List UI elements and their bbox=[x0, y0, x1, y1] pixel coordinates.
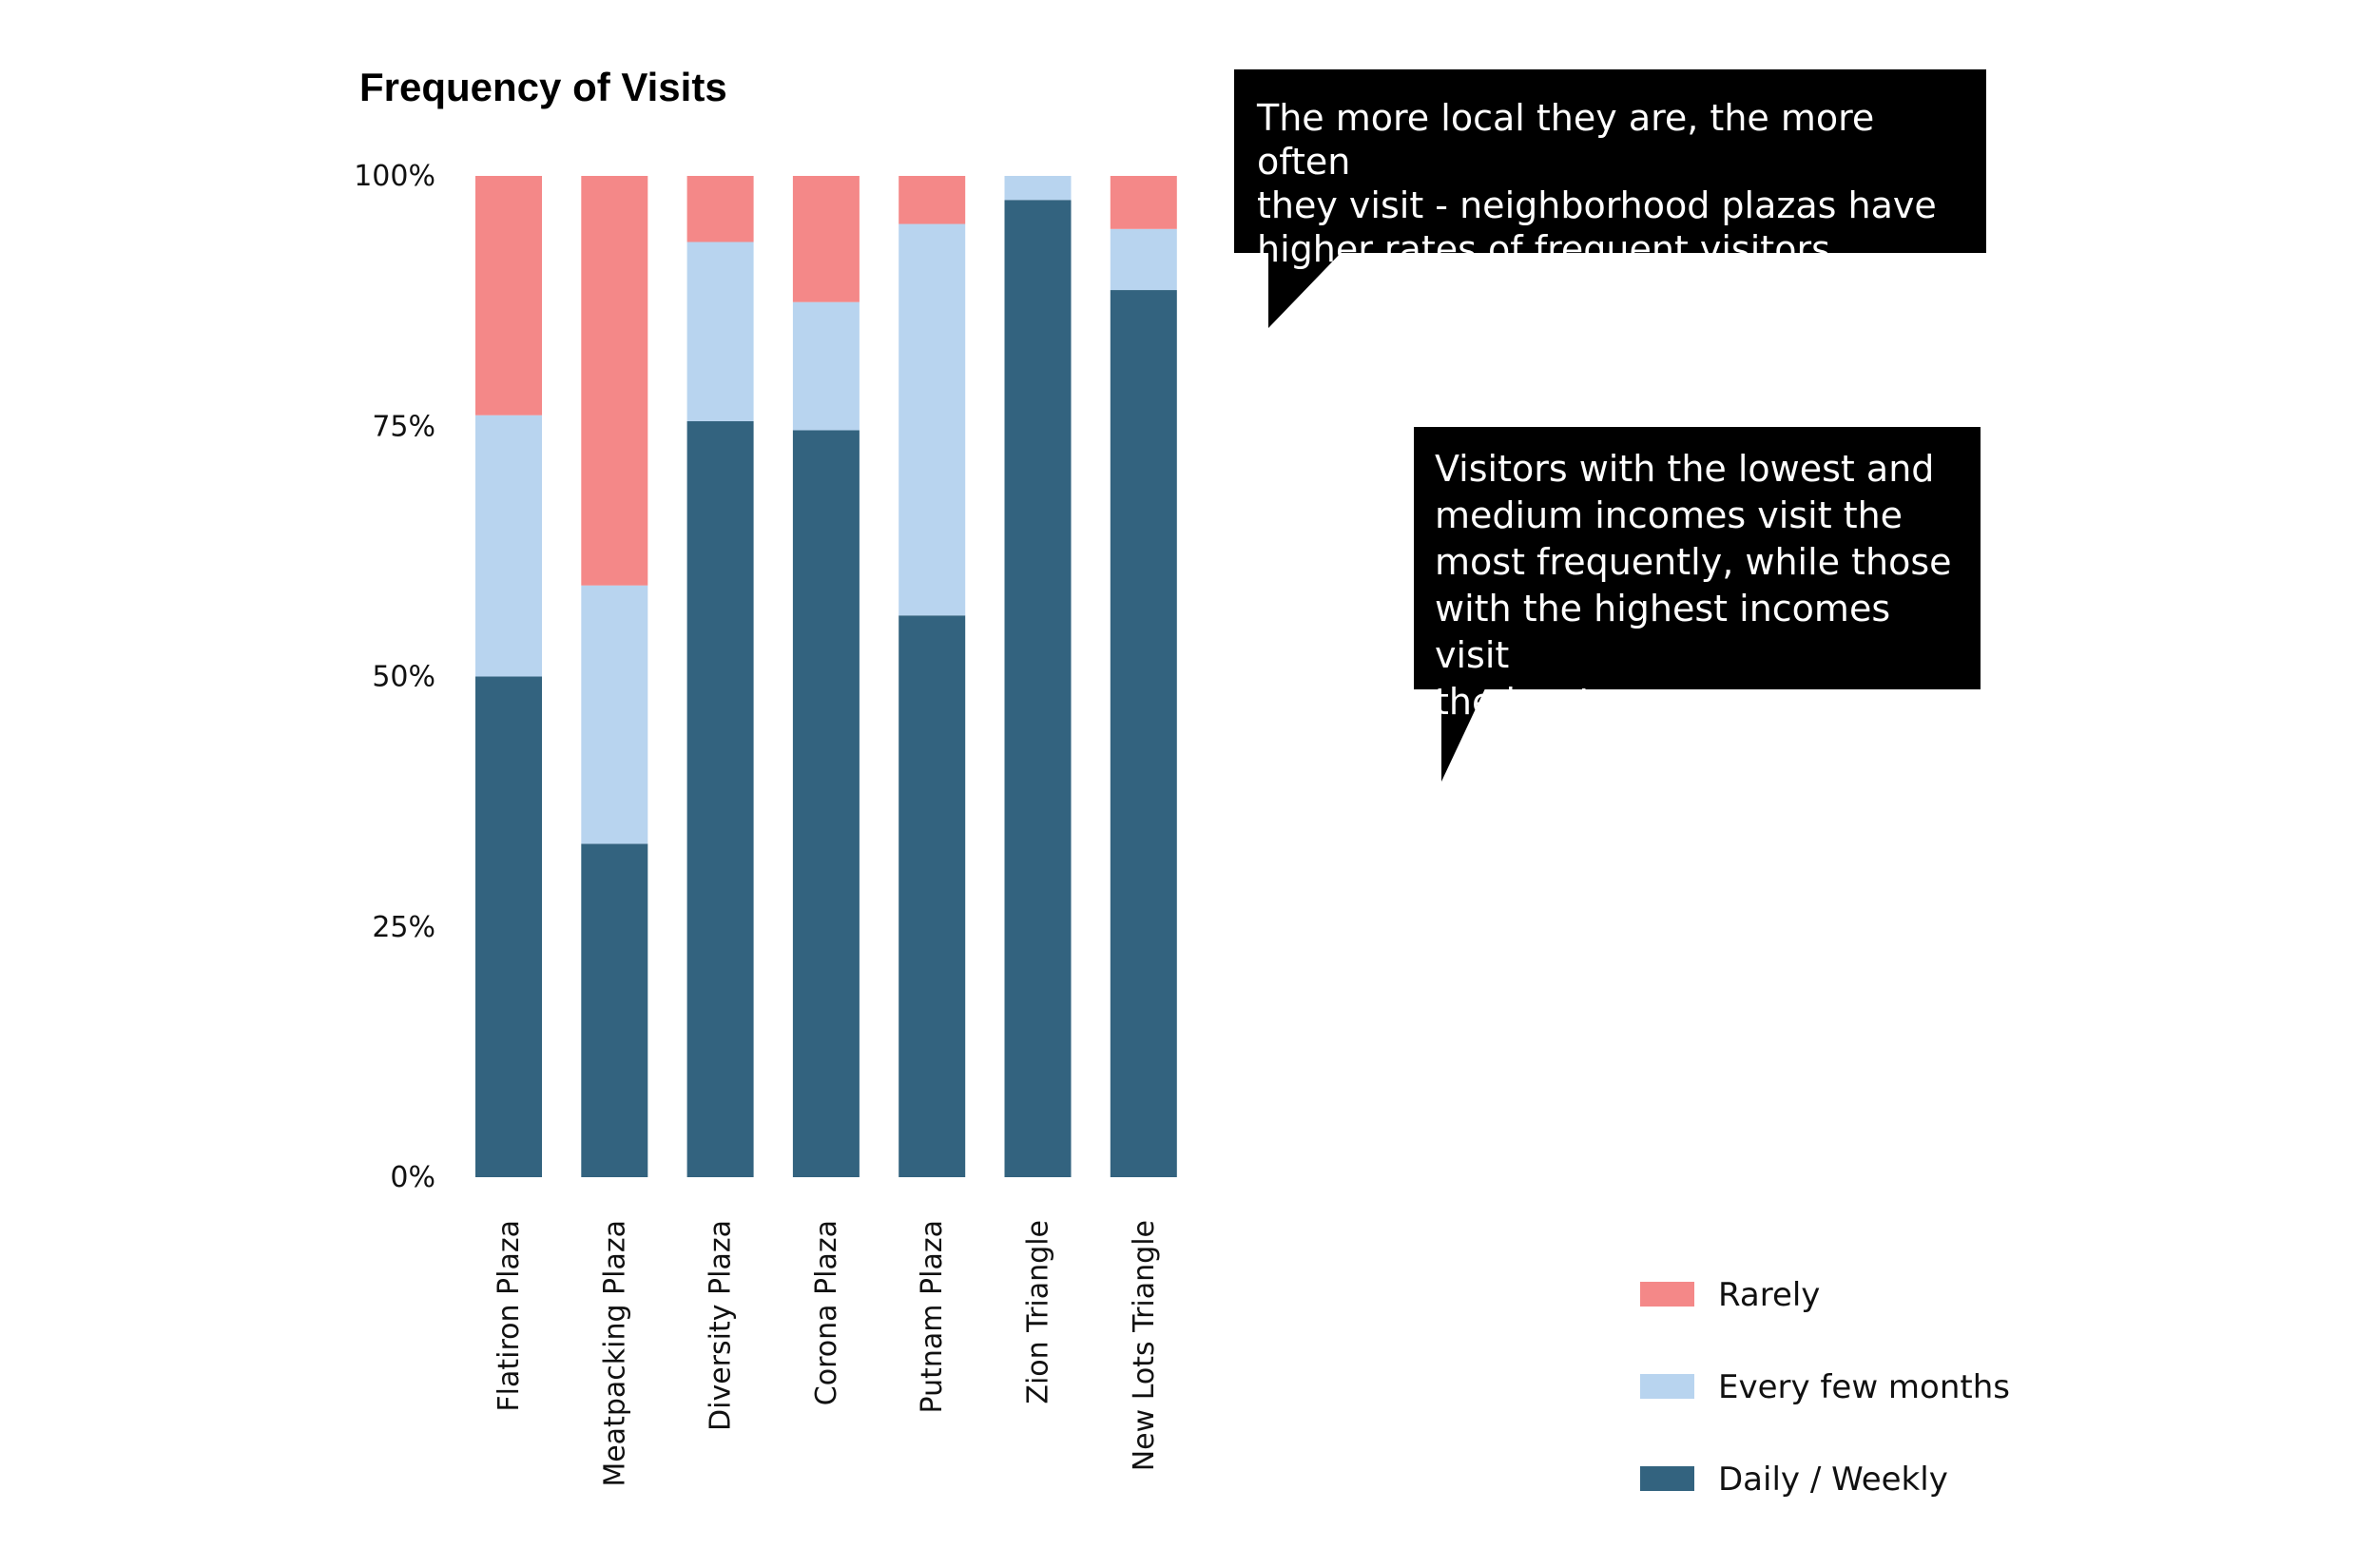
legend: Rarely Every few months Daily / Weekly bbox=[1640, 1276, 2010, 1499]
legend-label: Every few months bbox=[1718, 1368, 2010, 1406]
legend-swatch bbox=[1640, 1374, 1694, 1399]
annotation-callout-local: The more local they are, the more often … bbox=[1234, 69, 1986, 270]
bar-segment bbox=[899, 223, 966, 616]
callout-line: they visit - neighborhood plazas have bbox=[1257, 184, 1937, 226]
callout-line: higher rates of frequent visitors. bbox=[1257, 228, 1842, 270]
x-tick-label: Zion Triangle bbox=[1022, 1220, 1055, 1404]
bar-segment bbox=[475, 676, 542, 1177]
chart-title: Frequency of Visits bbox=[359, 65, 727, 109]
callout-line: medium incomes visit the bbox=[1435, 494, 1904, 536]
y-axis-ticks: 0% 25% 50% 75% 100% bbox=[354, 160, 435, 1194]
bar-segment bbox=[686, 420, 754, 1177]
annotation-callout-income: Visitors with the lowest and medium inco… bbox=[1414, 427, 1981, 723]
callout-line: The more local they are, the more often bbox=[1257, 97, 1875, 183]
legend-swatch bbox=[1640, 1282, 1694, 1307]
callout-line: the least bbox=[1435, 681, 1594, 723]
x-tick-label: Diversity Plaza bbox=[705, 1220, 738, 1431]
bar-segment bbox=[475, 176, 542, 416]
x-axis-labels: Flatiron Plaza Meatpacking Plaza Diversity… bbox=[493, 1220, 1161, 1487]
bar-segment bbox=[1110, 290, 1177, 1177]
bar-group bbox=[475, 176, 1177, 1178]
bar-segment bbox=[792, 301, 860, 431]
bar-segment bbox=[581, 585, 648, 844]
bar-segment bbox=[899, 176, 966, 224]
bar-segment bbox=[581, 176, 648, 586]
x-tick-label: Flatiron Plaza bbox=[493, 1220, 526, 1412]
bar-segment bbox=[792, 176, 860, 302]
y-tick-label: 50% bbox=[372, 661, 435, 694]
bar-segment bbox=[581, 843, 648, 1177]
bar-segment bbox=[1004, 200, 1072, 1178]
x-tick-label: Putnam Plaza bbox=[916, 1220, 949, 1413]
x-tick-label: Corona Plaza bbox=[810, 1220, 843, 1405]
bar-segment bbox=[1110, 228, 1177, 291]
y-tick-label: 25% bbox=[372, 911, 435, 944]
y-tick-label: 100% bbox=[354, 160, 435, 193]
callout-line: with the highest incomes visit bbox=[1435, 588, 1891, 676]
bar-segment bbox=[686, 176, 754, 242]
callout-line: Visitors with the lowest and bbox=[1435, 448, 1935, 490]
x-tick-label: Meatpacking Plaza bbox=[598, 1220, 631, 1487]
bar-segment bbox=[1004, 176, 1072, 201]
bar-segment bbox=[792, 430, 860, 1177]
legend-label: Daily / Weekly bbox=[1718, 1461, 1948, 1499]
y-tick-label: 75% bbox=[372, 410, 435, 443]
legend-label: Rarely bbox=[1718, 1276, 1820, 1314]
x-tick-label: New Lots Triangle bbox=[1128, 1220, 1161, 1471]
legend-swatch bbox=[1640, 1466, 1694, 1491]
bar-segment bbox=[686, 242, 754, 421]
bar-segment bbox=[899, 615, 966, 1177]
bar-segment bbox=[1110, 176, 1177, 229]
callout-line: most frequently, while those bbox=[1435, 541, 1952, 583]
bar-segment bbox=[475, 415, 542, 677]
y-tick-label: 0% bbox=[390, 1161, 435, 1194]
